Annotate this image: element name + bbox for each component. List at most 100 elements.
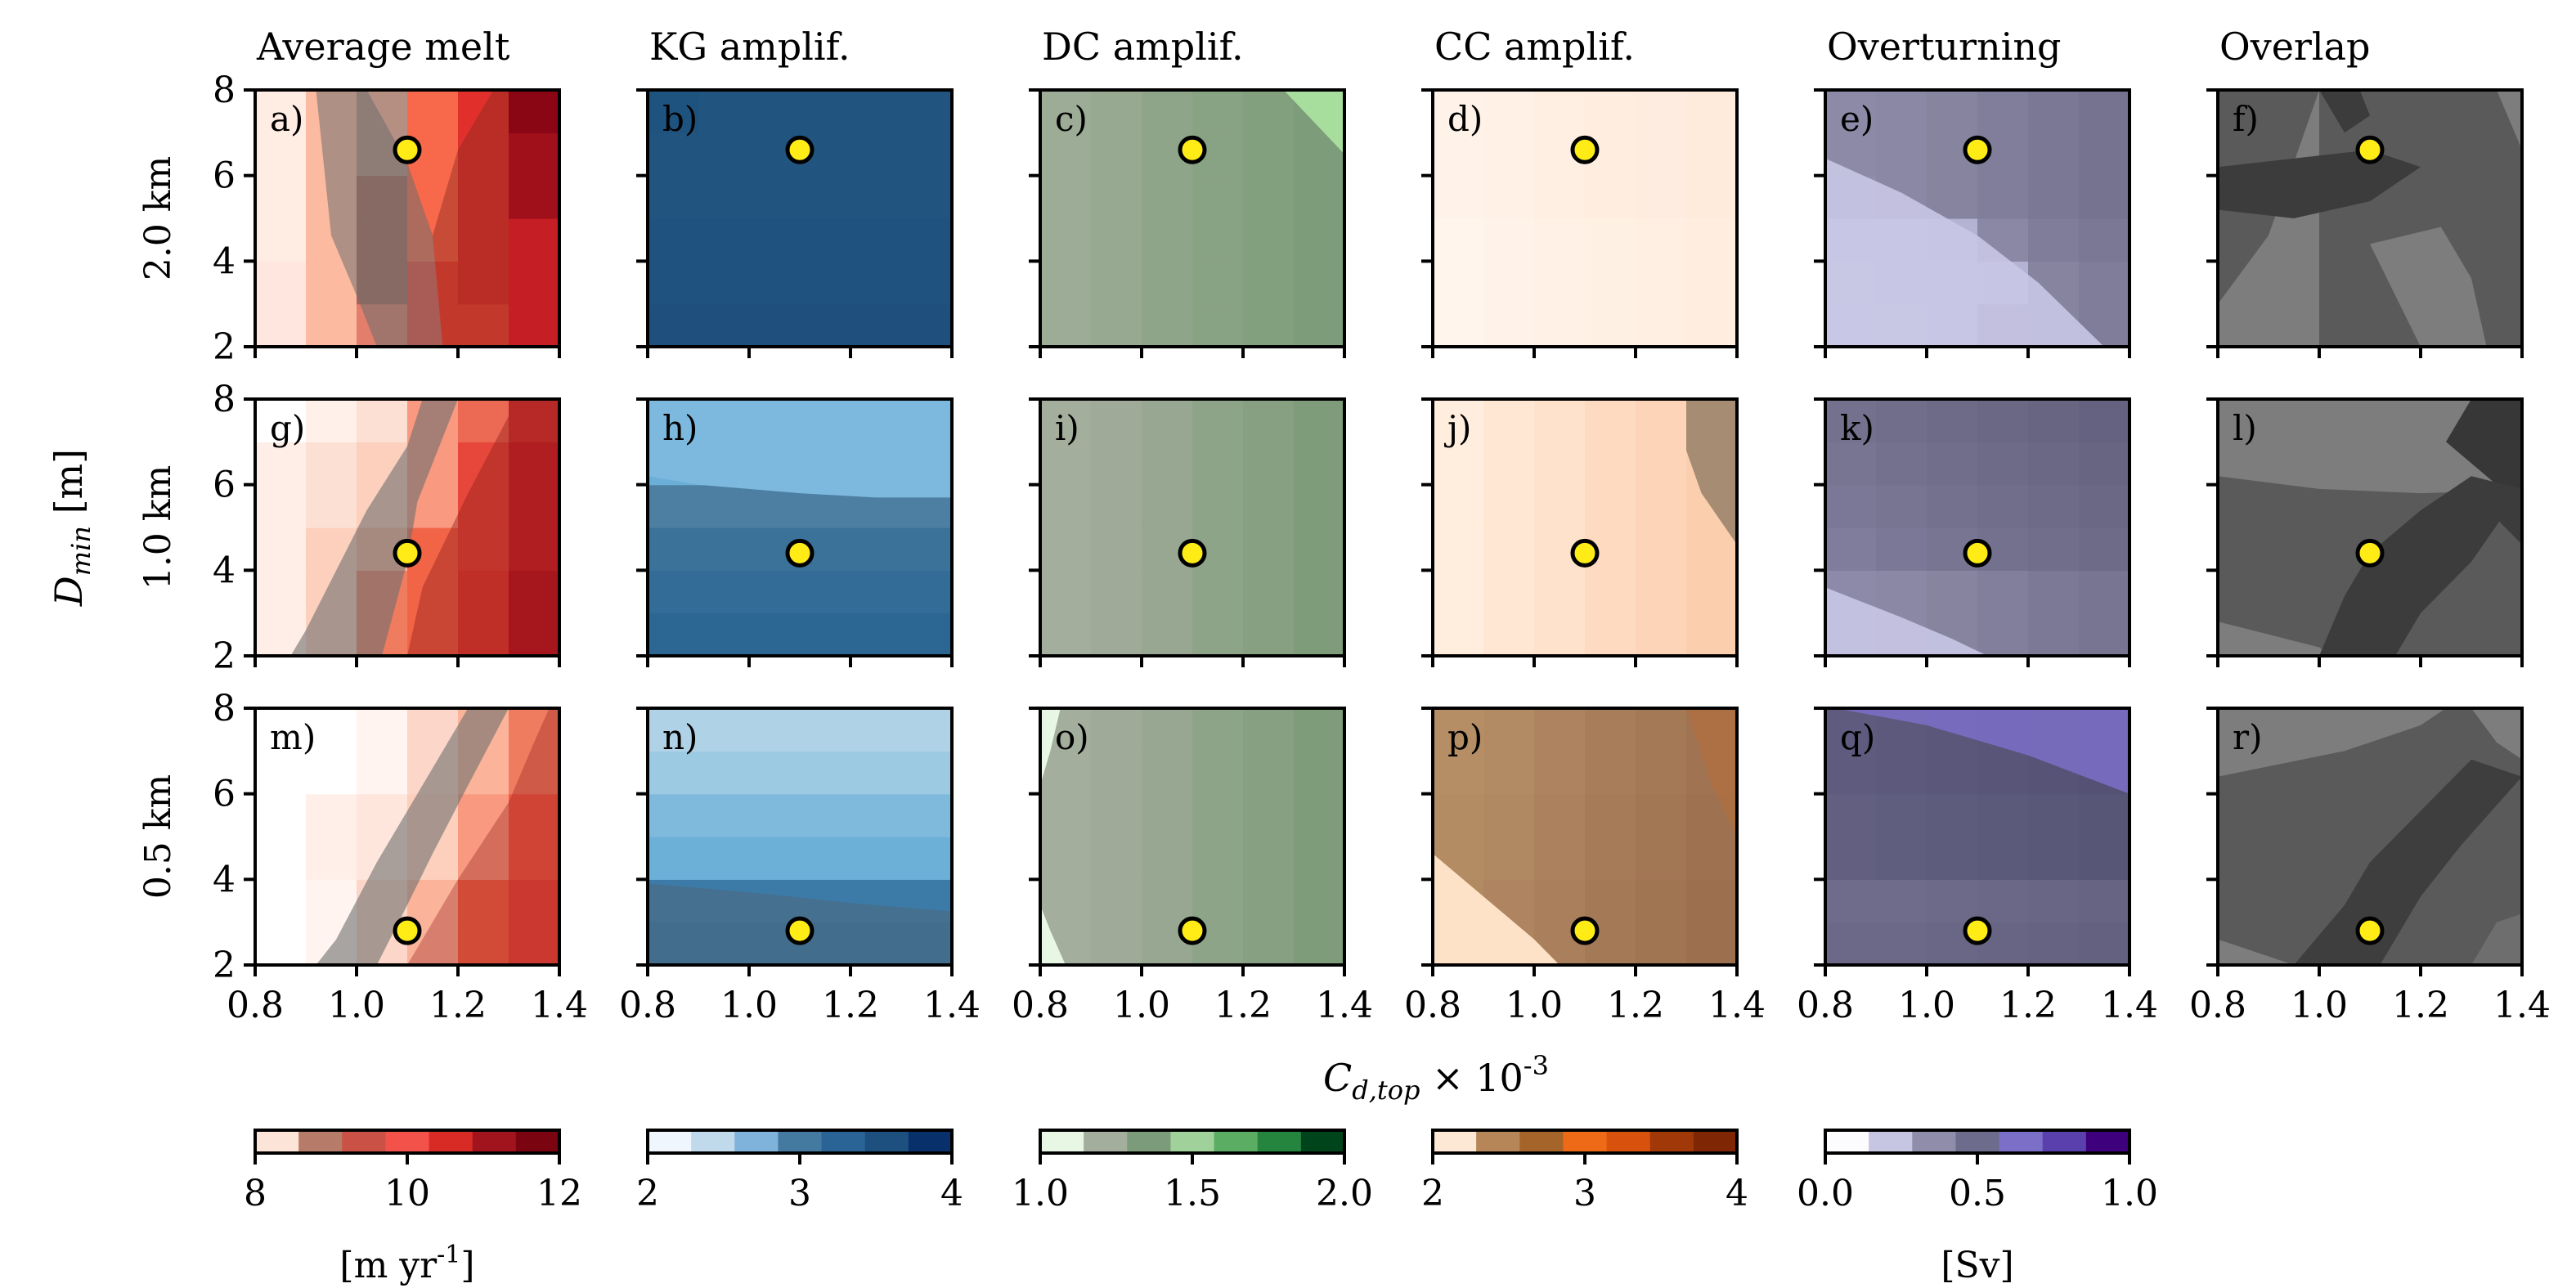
colorbar-segment <box>691 1130 735 1153</box>
heatmap-cell <box>306 442 357 486</box>
y-tick-label: 6 <box>213 155 236 197</box>
heatmap-cell <box>1294 175 1345 219</box>
heatmap-cell <box>1686 837 1738 880</box>
heatmap-cell <box>1483 837 1535 880</box>
heatmap-cell <box>1192 303 1244 348</box>
heatmap-cell <box>1977 484 2029 528</box>
heatmap-cell <box>2079 793 2130 837</box>
heatmap-cell <box>1636 399 1687 442</box>
heatmap-cell <box>850 793 902 837</box>
heatmap-cell <box>1636 793 1687 837</box>
heatmap-cell <box>1040 132 1092 177</box>
reference-marker <box>1570 916 1600 945</box>
colorbar-segment <box>385 1130 430 1153</box>
heatmap-cell <box>1534 484 1586 528</box>
heatmap-cell <box>1040 793 1092 837</box>
colorbar-segment <box>1300 1130 1345 1153</box>
x-tick-label: 1.2 <box>2392 985 2449 1026</box>
heatmap-cell <box>1433 132 1484 177</box>
heatmap-cell <box>1433 442 1484 486</box>
x-tick-label: 1.0 <box>720 985 778 1026</box>
colorbar-label: [m yr-1] <box>339 1241 474 1286</box>
heatmap-cell <box>2471 879 2523 923</box>
heatmap-cell <box>1534 708 1586 752</box>
heatmap-cell <box>1243 837 1295 880</box>
column-title-overlap: Overlap <box>2219 25 2371 69</box>
heatmap-cell <box>1534 303 1586 348</box>
heatmap-cell <box>1040 613 1092 657</box>
heatmap-cell <box>458 399 509 442</box>
heatmap-cell <box>749 708 801 752</box>
heatmap-panel: 2 4 6 8 a) <box>213 70 561 368</box>
column-title-overturning: Overturning <box>1827 25 2062 69</box>
heatmap-panel: h) <box>636 397 954 667</box>
heatmap-cell <box>1825 751 1877 795</box>
reference-marker <box>2355 135 2385 164</box>
colorbar-segment <box>734 1130 779 1153</box>
overlay-region <box>648 399 952 498</box>
heatmap-cell <box>1686 613 1738 657</box>
overlay-region <box>1825 587 1988 656</box>
panel-frame <box>646 88 954 348</box>
heatmap-cell <box>850 90 902 133</box>
heatmap-cell <box>1636 303 1687 348</box>
panel-letter: d) <box>1447 99 1483 139</box>
heatmap-cell <box>1294 218 1345 262</box>
heatmap-panel: l) <box>2206 397 2524 667</box>
heatmap-panel: 0.8 1.0 1.2 1.4 n) <box>619 707 981 1026</box>
heatmap-cell <box>1294 261 1345 305</box>
heatmap-cell <box>306 879 357 923</box>
heatmap-cell <box>1483 527 1535 571</box>
heatmap-cell <box>1927 399 1978 442</box>
heatmap-cell <box>1433 90 1484 133</box>
heatmap-cell <box>1091 90 1142 133</box>
heatmap-cell <box>698 132 750 177</box>
heatmap-cell <box>1091 708 1142 752</box>
overlay-region <box>2471 913 2522 965</box>
heatmap-cell <box>1091 879 1142 923</box>
heatmap-cell <box>1433 261 1484 305</box>
heatmap-cell <box>1142 751 1193 795</box>
y-tick-label: 4 <box>213 550 236 591</box>
heatmap-panel: 0.8 1.0 1.2 1.4 r) <box>2189 707 2551 1026</box>
colorbar-segment <box>1869 1130 1913 1153</box>
panel-frame <box>1824 397 2131 657</box>
heatmap-cell <box>2028 879 2080 923</box>
heatmap-cell <box>1585 613 1636 657</box>
heatmap-cell <box>2028 922 2080 966</box>
heatmap-cell <box>1977 175 2029 219</box>
reference-marker <box>785 135 815 164</box>
heatmap-cell <box>1294 527 1345 571</box>
heatmap-cell <box>1091 527 1142 571</box>
heatmap-cell <box>1142 793 1193 837</box>
y-tick-label: 6 <box>213 774 236 815</box>
reference-marker <box>2355 916 2385 945</box>
heatmap-cell <box>800 793 851 837</box>
heatmap-cell <box>509 132 560 177</box>
overlay-region <box>1686 708 1737 837</box>
heatmap-cell <box>2079 442 2130 486</box>
heatmap-cell <box>1636 442 1687 486</box>
colorbar-segment <box>1127 1130 1172 1153</box>
heatmap-cell <box>1585 570 1636 614</box>
heatmap-cell <box>306 303 357 348</box>
heatmap-cell <box>1876 793 1928 837</box>
x-tick-label: 0.8 <box>1404 985 1461 1026</box>
heatmap-cell <box>509 399 560 442</box>
heatmap-cell <box>1585 303 1636 348</box>
x-axis-title: Cd,top × 10-3 <box>1323 1050 1549 1106</box>
colorbar-tick-label: 3 <box>1573 1173 1596 1214</box>
panel-letter: r) <box>2233 717 2262 757</box>
y-tick-label: 4 <box>213 240 236 282</box>
heatmap-cell <box>749 570 801 614</box>
heatmap-cell <box>2218 570 2269 614</box>
heatmap-cell <box>1040 442 1092 486</box>
heatmap-cell <box>1483 442 1535 486</box>
heatmap-cell <box>2218 793 2269 837</box>
heatmap-cell <box>850 751 902 795</box>
heatmap-cell <box>1243 484 1295 528</box>
colorbar-segment <box>1040 1130 1084 1153</box>
heatmap-cell <box>255 132 307 177</box>
heatmap-cell <box>2028 175 2080 219</box>
x-tick-label: 0.8 <box>1797 985 1854 1026</box>
